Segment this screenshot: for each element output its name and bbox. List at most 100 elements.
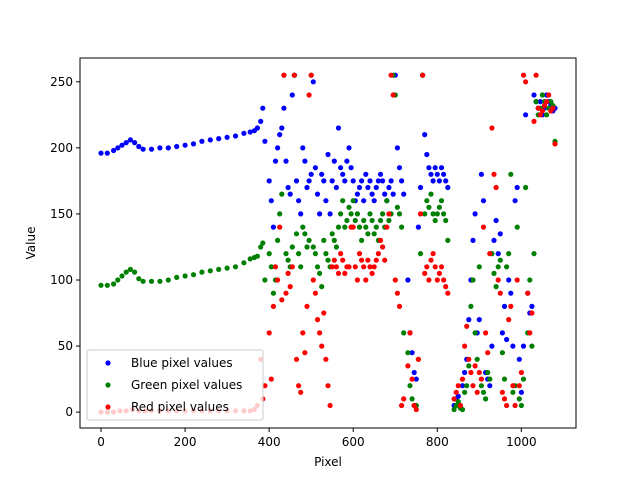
data-point: [359, 257, 365, 263]
data-point: [466, 356, 472, 362]
data-point: [224, 134, 230, 140]
data-point: [382, 191, 388, 197]
data-point: [314, 191, 321, 197]
data-point: [115, 277, 121, 283]
data-point: [436, 270, 442, 276]
data-point: [462, 343, 468, 349]
data-point: [333, 184, 339, 191]
data-point: [428, 171, 434, 177]
data-point: [537, 99, 543, 105]
data-point: [293, 356, 300, 362]
x-tick-label: 1000: [506, 435, 537, 449]
data-point: [304, 184, 310, 191]
data-point: [287, 191, 293, 197]
data-point: [346, 264, 352, 270]
data-point: [352, 217, 358, 224]
data-point: [148, 146, 155, 152]
data-point: [352, 264, 358, 270]
data-point: [314, 264, 321, 270]
data-point: [453, 402, 459, 409]
data-point: [531, 118, 537, 124]
data-point: [304, 244, 310, 250]
data-point: [268, 376, 274, 382]
data-point: [405, 277, 411, 283]
legend-marker-red: [105, 404, 111, 410]
data-point: [508, 171, 514, 177]
data-point: [241, 260, 247, 266]
data-point: [497, 231, 503, 237]
data-point: [417, 251, 424, 257]
data-point: [394, 290, 400, 296]
data-point: [388, 178, 394, 184]
data-point: [298, 264, 304, 270]
data-point: [262, 138, 268, 144]
series-0: [98, 72, 558, 409]
data-point: [317, 211, 323, 217]
data-point: [98, 150, 104, 156]
data-point: [510, 343, 516, 349]
data-point: [495, 251, 501, 257]
data-point: [512, 402, 518, 409]
data-point: [483, 396, 489, 402]
data-point: [495, 264, 501, 270]
data-point: [119, 273, 125, 279]
data-point: [354, 277, 360, 283]
data-point: [136, 143, 142, 150]
y-axis-ticks: 0 50 100 150 200 250: [50, 75, 80, 419]
data-point: [409, 376, 415, 382]
data-point: [434, 211, 440, 217]
data-point: [396, 211, 403, 217]
data-point: [533, 99, 539, 105]
x-tick-label: 0: [97, 435, 105, 449]
data-point: [413, 406, 419, 413]
data-point: [277, 211, 283, 217]
data-point: [529, 303, 535, 309]
data-point: [272, 158, 279, 164]
data-point: [550, 105, 556, 111]
y-tick-label: 100: [50, 273, 73, 287]
data-point: [367, 264, 373, 270]
data-point: [323, 198, 329, 204]
data-point: [268, 198, 274, 204]
points-layer: [98, 72, 558, 415]
data-point: [344, 158, 350, 164]
data-point: [346, 145, 352, 151]
data-point: [115, 145, 121, 151]
legend: Blue pixel values Green pixel values Red…: [86, 349, 264, 421]
data-point: [268, 264, 274, 270]
data-point: [514, 184, 520, 191]
data-point: [342, 270, 348, 276]
data-point: [312, 251, 318, 257]
data-point: [411, 369, 417, 376]
data-point: [350, 178, 356, 184]
x-tick-label: 400: [258, 435, 281, 449]
data-point: [426, 204, 432, 210]
data-point: [359, 178, 365, 184]
data-point: [436, 178, 442, 184]
data-point: [363, 224, 369, 230]
data-point: [302, 158, 308, 164]
data-point: [317, 330, 323, 336]
data-point: [350, 224, 356, 230]
data-point: [270, 303, 276, 309]
data-point: [495, 277, 501, 283]
data-point: [476, 317, 482, 323]
data-point: [457, 402, 463, 409]
data-point: [333, 244, 339, 250]
data-point: [430, 251, 436, 257]
data-point: [354, 211, 360, 217]
data-point: [443, 284, 449, 290]
data-point: [338, 165, 344, 171]
data-point: [340, 257, 346, 263]
data-point: [346, 204, 352, 210]
data-point: [111, 147, 117, 154]
data-point: [508, 303, 514, 309]
legend-label-green: Green pixel values: [131, 378, 242, 392]
data-point: [417, 211, 424, 217]
data-point: [296, 251, 302, 257]
data-point: [443, 217, 449, 224]
data-point: [514, 277, 520, 283]
data-point: [438, 198, 445, 204]
data-point: [396, 165, 403, 171]
